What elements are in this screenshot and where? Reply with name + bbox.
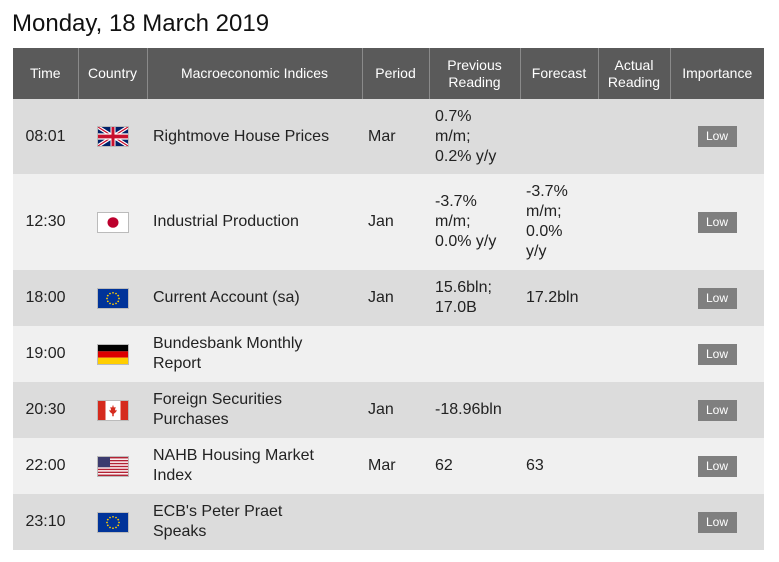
country-cell [78,382,147,438]
index-cell: NAHB Housing Market Index [147,438,362,494]
country-cell [78,174,147,270]
index-cell: Rightmove House Prices [147,99,362,174]
previous-cell: 15.6bln; 17.0B [429,270,520,326]
table-row: 12:30 Industrial Production Jan -3.7% m/m… [13,174,764,270]
index-cell: Foreign Securities Purchases [147,382,362,438]
time-cell: 12:30 [13,174,78,270]
time-cell: 08:01 [13,99,78,174]
header-previous: Previous Reading [428,48,520,99]
eu-flag-icon [96,287,129,309]
table-row: 19:00 Bundesbank Monthly Report Low [13,326,764,382]
table-row: 20:30 Foreign Securities Purchases Jan -1… [13,382,764,438]
period-cell [362,494,429,550]
importance-badge: Low [697,399,737,421]
forecast-cell: 63 [520,438,598,494]
importance-badge: Low [697,126,737,147]
previous-cell: -3.7% m/m; 0.0% y/y [429,174,520,270]
time-cell: 22:00 [13,438,78,494]
header-country: Country [77,48,147,99]
importance-cell: Low [670,382,764,438]
importance-badge: Low [697,511,737,533]
time-cell: 20:30 [13,382,78,438]
actual-cell [598,270,670,326]
header-forecast: Forecast [519,48,598,99]
country-cell [78,438,147,494]
eu-flag-icon [96,511,129,533]
header-indices: Macroeconomic Indices [146,48,362,99]
actual-cell [598,494,670,550]
actual-cell [598,438,670,494]
importance-cell: Low [670,270,764,326]
uk-flag-icon [96,126,129,147]
actual-cell [598,99,670,174]
period-cell: Jan [362,382,429,438]
country-cell [78,494,147,550]
index-cell: Industrial Production [147,174,362,270]
forecast-cell [520,326,598,382]
japan-flag-icon [96,211,129,233]
importance-badge: Low [697,211,737,233]
economic-calendar-table: Time Country Macroeconomic Indices Perio… [13,48,764,550]
usa-flag-icon [96,455,129,477]
header-actual: Actual Reading [597,48,670,99]
time-cell: 18:00 [13,270,78,326]
germany-flag-icon [96,343,129,365]
country-cell [78,270,147,326]
actual-cell [598,174,670,270]
importance-badge: Low [697,343,737,365]
table-row: 22:00 NAHB Housing Market Ind [13,438,764,494]
importance-cell: Low [670,99,764,174]
previous-cell: 62 [429,438,520,494]
canada-flag-icon [96,399,129,421]
importance-cell: Low [670,438,764,494]
importance-badge: Low [697,455,737,477]
period-cell: Jan [362,174,429,270]
time-cell: 19:00 [13,326,78,382]
previous-cell [429,326,520,382]
importance-cell: Low [670,174,764,270]
time-cell: 23:10 [13,494,78,550]
period-cell: Mar [362,99,429,174]
actual-cell [598,326,670,382]
period-cell: Jan [362,270,429,326]
country-cell [78,99,147,174]
period-cell [362,326,429,382]
forecast-cell [520,382,598,438]
country-cell [78,326,147,382]
table-row: 23:10 ECB's Peter Praet Speaks [13,494,764,550]
table-row: 08:01 Rightmove House Prices Mar 0.7% m/m… [13,99,764,174]
forecast-cell [520,99,598,174]
header-period: Period [361,48,429,99]
actual-cell [598,382,670,438]
importance-cell: Low [670,326,764,382]
previous-cell: 0.7% m/m; 0.2% y/y [429,99,520,174]
previous-cell [429,494,520,550]
header-time: Time [13,48,78,99]
importance-badge: Low [697,287,737,309]
index-cell: Bundesbank Monthly Report [147,326,362,382]
period-cell: Mar [362,438,429,494]
header-row: Time Country Macroeconomic Indices Perio… [13,48,764,99]
forecast-cell: -3.7% m/m; 0.0% y/y [520,174,598,270]
header-importance: Importance [669,48,764,99]
index-cell: ECB's Peter Praet Speaks [147,494,362,550]
table-row: 18:00 Current Account (sa) Jan [13,270,764,326]
previous-cell: -18.96bln [429,382,520,438]
index-cell: Current Account (sa) [147,270,362,326]
forecast-cell [520,494,598,550]
importance-cell: Low [670,494,764,550]
forecast-cell: 17.2bln [520,270,598,326]
page-title: Monday, 18 March 2019 [12,10,270,37]
